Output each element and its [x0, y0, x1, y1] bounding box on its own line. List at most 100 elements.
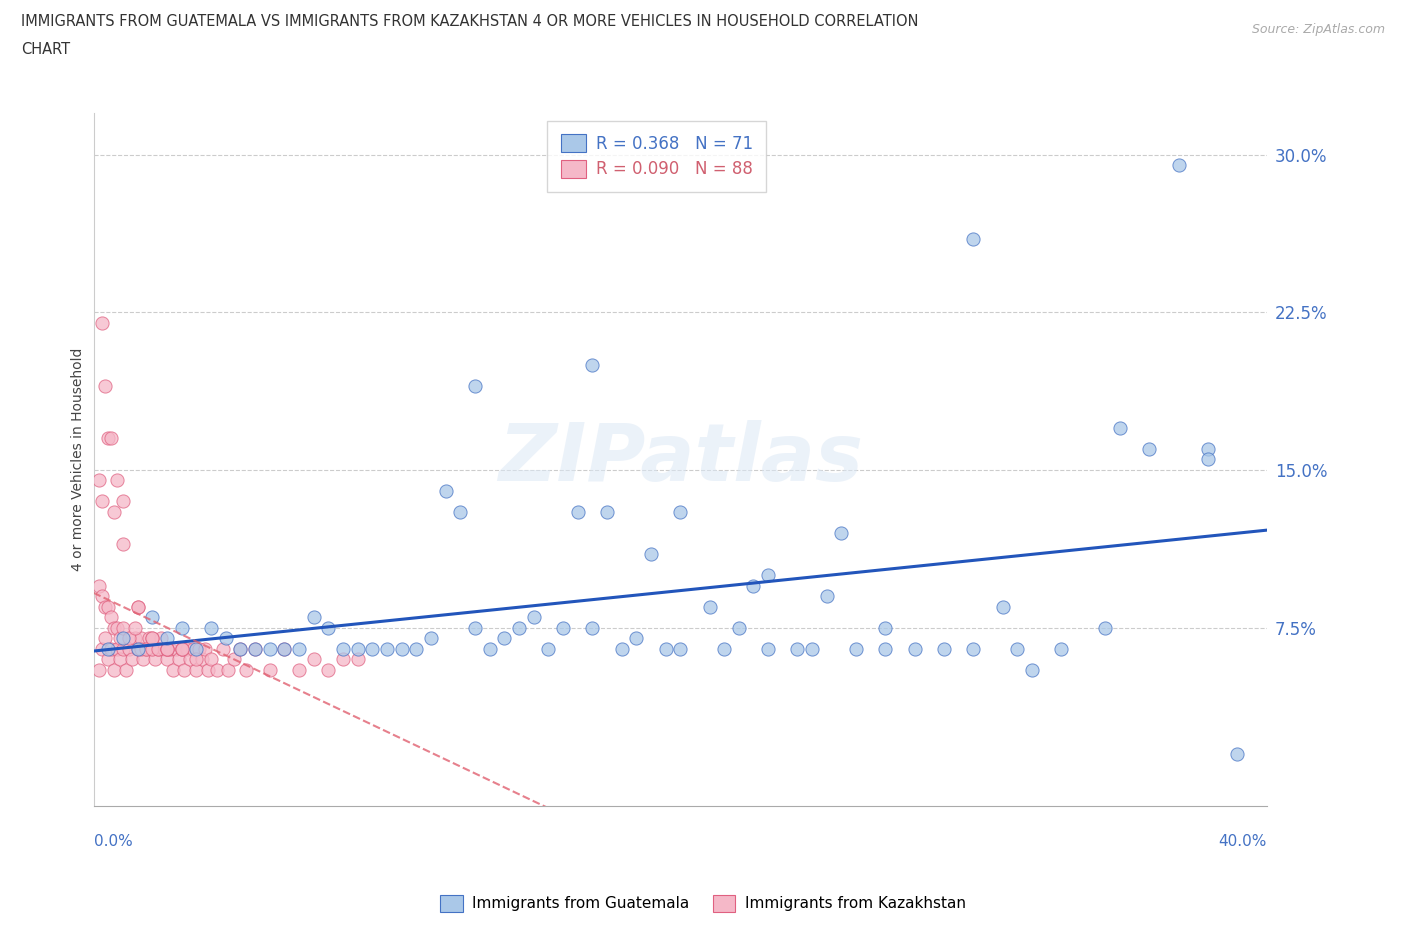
Point	[111, 631, 134, 645]
Point	[156, 631, 179, 645]
Point	[522, 610, 544, 625]
Point	[94, 379, 117, 393]
Point	[830, 525, 852, 540]
Point	[103, 505, 125, 520]
Point	[904, 641, 927, 656]
Point	[124, 631, 146, 645]
Point	[141, 641, 163, 656]
Point	[316, 662, 339, 677]
Point	[875, 620, 897, 635]
Point	[141, 641, 163, 656]
Point	[205, 662, 228, 677]
Point	[167, 652, 190, 667]
Text: CHART: CHART	[21, 42, 70, 57]
Y-axis label: 4 or more Vehicles in Household: 4 or more Vehicles in Household	[72, 348, 86, 571]
Point	[962, 641, 984, 656]
Text: Source: ZipAtlas.com: Source: ZipAtlas.com	[1251, 23, 1385, 36]
Point	[1050, 641, 1073, 656]
Point	[273, 641, 295, 656]
Point	[346, 641, 368, 656]
Point	[156, 641, 179, 656]
Point	[186, 641, 208, 656]
Point	[288, 641, 311, 656]
Point	[756, 641, 779, 656]
Point	[508, 620, 530, 635]
Point	[181, 641, 204, 656]
Point	[111, 620, 134, 635]
Point	[229, 641, 252, 656]
Point	[105, 620, 128, 635]
Point	[94, 599, 117, 614]
Point	[581, 357, 603, 372]
Point	[124, 620, 146, 635]
Point	[596, 505, 619, 520]
Point	[1139, 442, 1161, 457]
Point	[118, 641, 141, 656]
Point	[224, 652, 246, 667]
Point	[127, 641, 149, 656]
Point	[100, 431, 122, 445]
Point	[186, 652, 208, 667]
Point	[537, 641, 560, 656]
Point	[91, 589, 114, 604]
Text: 40.0%: 40.0%	[1219, 834, 1267, 849]
Point	[170, 641, 193, 656]
Point	[332, 652, 354, 667]
Point	[1094, 620, 1116, 635]
Point	[132, 652, 155, 667]
Point	[156, 641, 179, 656]
Point	[713, 641, 735, 656]
Point	[103, 620, 125, 635]
Legend: Immigrants from Guatemala, Immigrants from Kazakhstan: Immigrants from Guatemala, Immigrants fr…	[434, 889, 972, 918]
Point	[127, 599, 149, 614]
Point	[176, 641, 198, 656]
Point	[991, 599, 1014, 614]
Point	[756, 567, 779, 582]
Point	[162, 662, 184, 677]
Point	[191, 652, 214, 667]
Point	[1007, 641, 1029, 656]
Point	[845, 641, 868, 656]
Point	[288, 662, 311, 677]
Point	[259, 641, 281, 656]
Point	[146, 641, 169, 656]
Point	[449, 505, 471, 520]
Point	[1021, 662, 1043, 677]
Point	[91, 494, 114, 509]
Point	[786, 641, 808, 656]
Point	[100, 641, 122, 656]
Point	[1226, 746, 1249, 761]
Point	[129, 641, 152, 656]
Point	[91, 641, 114, 656]
Point	[197, 662, 219, 677]
Point	[243, 641, 266, 656]
Point	[150, 631, 173, 645]
Point	[391, 641, 413, 656]
Point	[494, 631, 516, 645]
Point	[108, 631, 131, 645]
Point	[259, 662, 281, 677]
Point	[610, 641, 633, 656]
Point	[141, 631, 163, 645]
Point	[1197, 442, 1219, 457]
Point	[1109, 420, 1132, 435]
Point	[127, 599, 149, 614]
Point	[188, 641, 211, 656]
Point	[108, 652, 131, 667]
Point	[94, 631, 117, 645]
Point	[135, 641, 157, 656]
Point	[567, 505, 589, 520]
Text: ZIPatlas: ZIPatlas	[498, 420, 863, 498]
Point	[118, 631, 141, 645]
Point	[194, 641, 217, 656]
Point	[640, 547, 662, 562]
Point	[111, 641, 134, 656]
Point	[89, 662, 111, 677]
Point	[91, 315, 114, 330]
Point	[153, 641, 176, 656]
Point	[211, 641, 233, 656]
Point	[129, 631, 152, 645]
Point	[105, 473, 128, 488]
Point	[727, 620, 749, 635]
Point	[1167, 158, 1189, 173]
